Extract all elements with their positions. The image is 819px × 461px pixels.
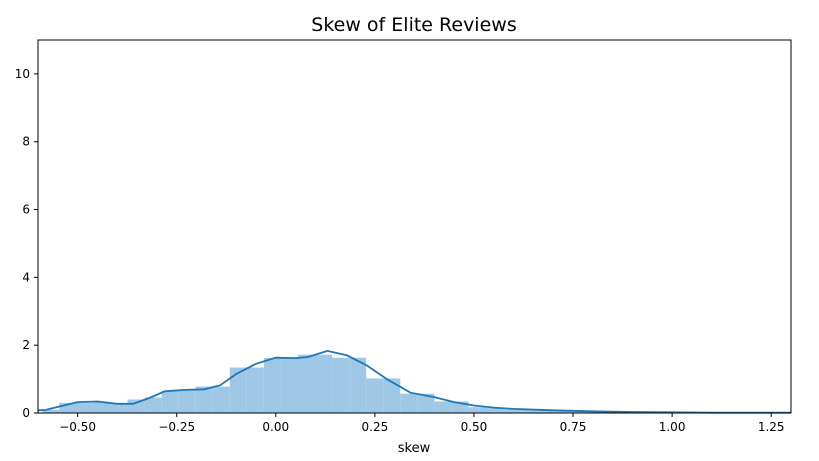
histogram-bar	[212, 386, 230, 413]
kde-line	[37, 349, 791, 414]
x-tick-label: 1.00	[659, 420, 686, 434]
histogram-bar	[93, 401, 111, 413]
histogram-bar	[315, 354, 333, 413]
histogram-bar	[536, 410, 554, 413]
y-tick-label: 8	[22, 135, 30, 149]
histogram-bar	[246, 367, 264, 413]
histogram-bar	[400, 393, 418, 413]
histogram-bar	[59, 402, 77, 413]
y-tick-label: 0	[22, 406, 30, 420]
histogram-bar	[76, 402, 94, 413]
histogram-bar	[280, 358, 298, 413]
histogram-bar	[468, 407, 486, 413]
histogram-bar	[485, 407, 503, 413]
histogram-bar	[366, 378, 384, 413]
histogram-bar	[161, 390, 179, 413]
histogram-bar	[383, 378, 401, 413]
histogram-bars	[42, 354, 791, 413]
histogram-bar	[502, 409, 520, 413]
x-tick-label: 0.00	[262, 420, 289, 434]
y-axis-ticks: 0 2 4 6 8 10	[15, 67, 38, 420]
histogram-bar	[417, 393, 435, 413]
histogram-bar	[42, 409, 60, 413]
histogram-bar	[110, 403, 128, 413]
chart-title: Skew of Elite Reviews	[311, 14, 516, 36]
histogram-bar	[519, 409, 537, 413]
x-axis-label: skew	[398, 441, 431, 456]
histogram-bar	[332, 357, 350, 413]
histogram-bar	[178, 389, 196, 413]
histogram-bar	[127, 399, 145, 413]
histogram-bar	[349, 357, 367, 413]
y-tick-label: 4	[22, 270, 30, 284]
x-tick-label: 0.25	[362, 420, 389, 434]
histogram-bar	[195, 386, 213, 413]
y-tick-label: 10	[15, 67, 30, 81]
histogram-bar	[229, 367, 247, 413]
histogram-bar	[451, 401, 469, 413]
plot-frame	[37, 39, 792, 414]
histogram-bar	[553, 410, 571, 413]
histogram-bar	[144, 397, 162, 413]
x-axis-ticks: −0.50 −0.25 0.00 0.25 0.50 0.75 1.00 1.25	[59, 413, 785, 434]
y-tick-label: 2	[22, 338, 30, 352]
y-tick-label: 6	[22, 203, 30, 217]
x-tick-label: −0.25	[158, 420, 195, 434]
histogram-bar	[587, 411, 605, 413]
histogram-bar	[570, 411, 588, 413]
histogram-bar	[297, 354, 316, 413]
x-tick-label: 1.25	[758, 420, 785, 434]
x-tick-label: −0.50	[59, 420, 96, 434]
x-tick-label: 0.50	[461, 420, 488, 434]
x-tick-label: 0.75	[560, 420, 587, 434]
histogram-bar	[263, 358, 281, 413]
histogram-bar	[434, 401, 452, 413]
